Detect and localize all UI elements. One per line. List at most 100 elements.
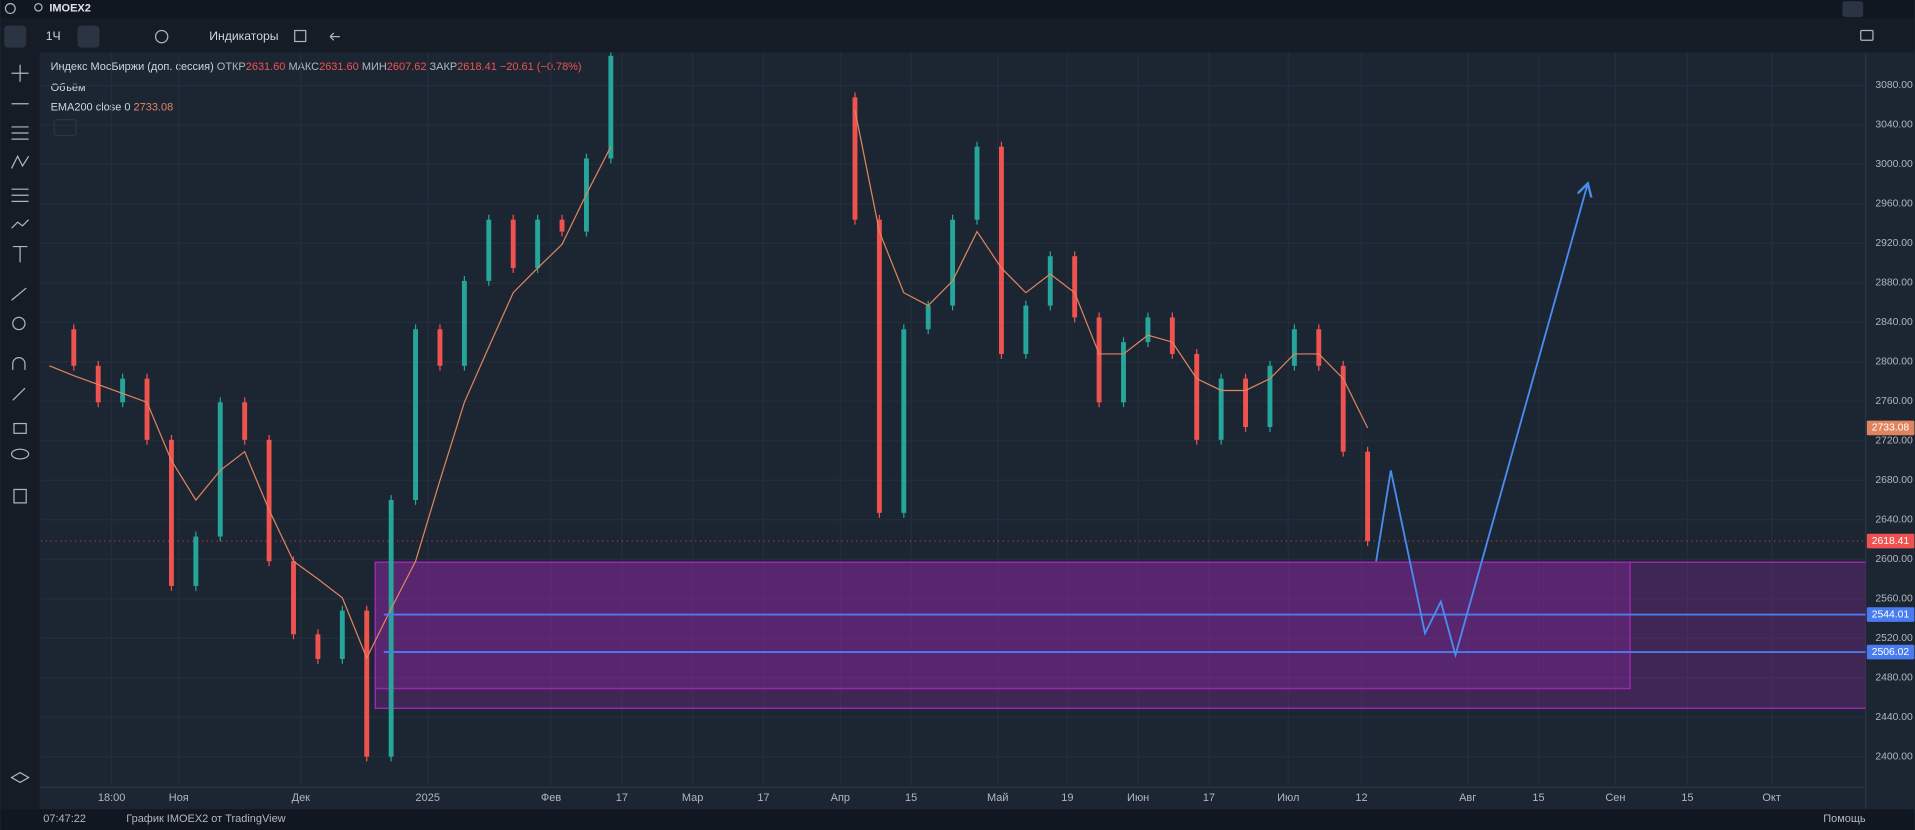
candle-body [1121, 342, 1126, 403]
y-tick-label: 2480.00 [1875, 672, 1913, 683]
x-tick-label: Июл [1277, 792, 1299, 804]
legend-line: Индекс МосБиржи (доп. сессия) ОТКР2631.6… [51, 61, 582, 73]
candle-body [364, 610, 370, 757]
legend-value: 2618.41 [457, 61, 497, 73]
y-tick-label: 2640.00 [1875, 515, 1913, 526]
x-tick-label: 17 [616, 792, 628, 804]
y-tick-label: 2440.00 [1875, 712, 1913, 723]
price-tag [1866, 420, 1915, 436]
candle-body [510, 219, 516, 269]
candle-body [1218, 378, 1224, 440]
y-tick-label: 2840.00 [1875, 317, 1913, 328]
candles-button[interactable] [77, 25, 100, 48]
candle-body [413, 329, 418, 501]
candle-body [1267, 365, 1273, 427]
candle-body [120, 378, 126, 403]
x-tick-label: Мар [682, 792, 703, 804]
indicators[interactable]: Индикаторы [209, 29, 278, 43]
x-tick-label: Май [987, 792, 1009, 804]
ema-label: EMA200 close 0 [51, 101, 131, 113]
candle-body [559, 219, 565, 232]
candle-body [437, 329, 443, 366]
y-tick-label: 2680.00 [1875, 475, 1913, 486]
candle-body [535, 219, 541, 269]
x-tick-label: 19 [1061, 792, 1073, 804]
candle-body [876, 219, 882, 513]
x-tick-label: 17 [1203, 792, 1215, 804]
x-tick-label: 17 [757, 792, 769, 804]
forecast-path [1375, 185, 1587, 659]
price-tag-label: 2618.41 [1872, 536, 1910, 547]
x-tick-label: Апр [831, 792, 850, 804]
search-icon[interactable] [34, 3, 43, 12]
x-tick-label: 2025 [416, 792, 440, 804]
screenshot-icon[interactable] [1860, 29, 1874, 41]
candle-body [339, 610, 345, 659]
drawing-tools[interactable] [10, 64, 30, 784]
price-tag [1866, 533, 1915, 549]
layout-icon[interactable] [294, 29, 307, 43]
candle-body [193, 536, 199, 586]
legend-label: ЗАКР [430, 61, 458, 73]
draw-button[interactable] [4, 25, 27, 48]
y-tick-label: 3040.00 [1875, 120, 1913, 131]
x-tick-label: Окт [1762, 792, 1780, 804]
symbol[interactable]: IMOEX2 [49, 2, 90, 14]
interval[interactable]: 1Ч [46, 29, 61, 43]
credit[interactable]: График IMOEX2 от TradingView [126, 813, 285, 825]
candle-body [388, 500, 394, 757]
candle-body [1243, 378, 1248, 427]
legend-change: −20.61 (−0.78%) [500, 61, 582, 73]
candle-body [461, 280, 467, 366]
candle-body [974, 146, 980, 220]
legend-title: Индекс МосБиржи (доп. сессия) [51, 61, 214, 73]
candle-body [1047, 256, 1053, 306]
x-tick-label: Сен [1605, 792, 1625, 804]
candle-body [1145, 317, 1151, 343]
candle-body [852, 97, 858, 220]
help[interactable]: Помощь [1823, 813, 1866, 825]
candle-body [315, 634, 321, 659]
legend-label: МИН [362, 61, 387, 73]
candle-body [901, 329, 907, 513]
x-tick-label: 15 [1681, 792, 1693, 804]
collapse-button[interactable] [1842, 1, 1864, 18]
candle-body [999, 146, 1004, 354]
y-tick-label: 2520.00 [1875, 633, 1913, 644]
x-tick-label: Авг [1459, 792, 1476, 804]
candle-body [1365, 451, 1371, 542]
toolbar [0, 18, 1915, 53]
ema-legend[interactable]: EMA200 close 0 2733.08 [51, 101, 174, 113]
y-tick-label: 2760.00 [1875, 396, 1913, 407]
candle-body [144, 378, 150, 440]
y-tick-label: 2560.00 [1875, 593, 1913, 604]
x-tick-label: 15 [1532, 792, 1544, 804]
price-tag-label: 2544.01 [1872, 609, 1910, 620]
legend-toggle[interactable] [53, 119, 77, 137]
legend-value: 2631.60 [319, 61, 359, 73]
candle-body [1169, 317, 1175, 354]
x-tick-label: 18:00 [98, 792, 125, 804]
legend-value: 2607.62 [387, 61, 427, 73]
clock: 07:47:22 [43, 813, 86, 825]
price-tag-label: 2733.08 [1872, 423, 1910, 434]
candle-body [1291, 329, 1297, 366]
x-tick-label: 15 [905, 792, 917, 804]
top-bar [0, 0, 1915, 19]
x-tick-label: 12 [1355, 792, 1367, 804]
undo-icon[interactable] [329, 32, 340, 41]
left-toolbar [0, 52, 40, 810]
compare-icon[interactable] [154, 29, 169, 44]
candle-body [217, 402, 223, 537]
y-tick-label: 2600.00 [1875, 554, 1913, 565]
legend-label: МАКС [288, 61, 319, 73]
candle-body [266, 439, 272, 562]
x-tick-label: Июн [1127, 792, 1149, 804]
x-tick-label: Ноя [169, 792, 189, 804]
add-icon[interactable] [4, 3, 16, 15]
candle-body [1194, 353, 1200, 440]
volume-legend[interactable]: Объём [51, 82, 86, 94]
